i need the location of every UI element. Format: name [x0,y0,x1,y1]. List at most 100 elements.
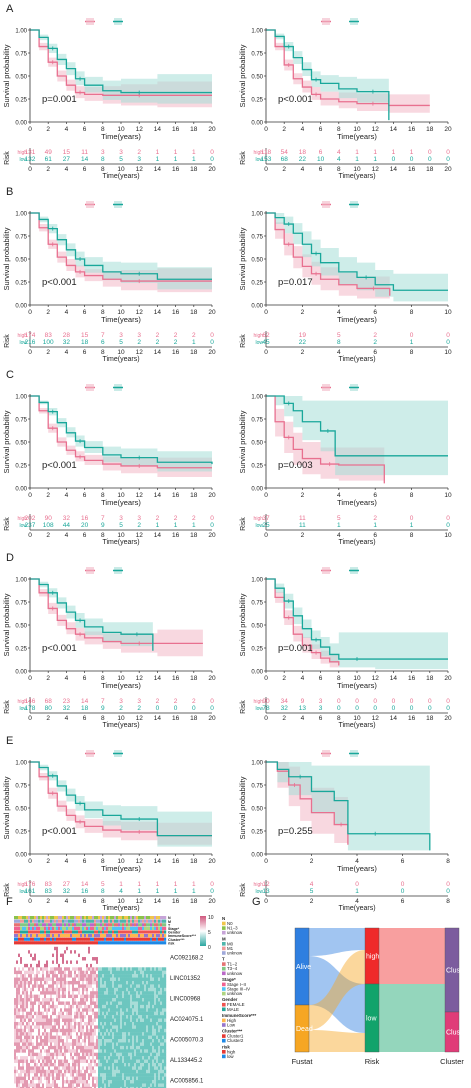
heatmap-cell [78,963,81,968]
annotation-cell [102,930,105,934]
heatmap-cell [66,946,69,951]
heatmap-cell [68,1035,71,1040]
heatmap-cell [78,1086,81,1088]
heatmap-cell [38,967,41,971]
heatmap-cell [136,1059,139,1064]
heatmap-cell [86,1045,89,1050]
heatmap-cell [70,1042,73,1047]
heatmap-cell [122,1059,125,1064]
annotation-cell [128,934,131,938]
heatmap-cell [126,1008,129,1012]
annotation-cell [60,941,63,945]
risk-time-label: 6 [373,532,377,539]
heatmap-cell [50,1039,53,1043]
heatmap-cell [110,1028,113,1033]
heatmap-cell [46,1032,49,1036]
heatmap-cell [42,991,45,995]
heatmap-cell [60,970,63,975]
heatmap-cell [144,1011,147,1016]
risk-count-low: 20 [81,522,89,529]
heatmap-cell [122,1045,125,1050]
heatmap-cell [82,1086,85,1088]
heatmap-cell [16,1073,19,1077]
heatmap-cell [74,963,77,968]
heatmap-cell [74,1049,77,1053]
heatmap-row-label: AC005070.3 [170,1038,204,1044]
heatmap-cell [144,1028,147,1033]
heatmap-cell [132,991,135,995]
heatmap-cell [164,1008,167,1012]
legend-swatch [222,982,226,987]
heatmap-cell [144,1018,147,1023]
heatmap-cell [80,987,83,992]
risk-count-low: 1 [192,522,196,529]
heatmap-cell [94,980,97,985]
heatmap-cell [80,980,83,985]
heatmap-cell [62,994,65,999]
heatmap-cell [98,1039,101,1043]
heatmap-cell [58,1045,61,1050]
heatmap-cell [94,1032,97,1036]
annotation-cell [58,926,61,930]
heatmap-cell [164,950,167,954]
heatmap-cell [84,1062,87,1067]
heatmap-cell [102,994,105,999]
heatmap-cell [52,987,55,992]
heatmap-cell [86,1039,89,1043]
heatmap-cell [64,1018,67,1023]
annotation-cell [54,919,57,923]
heatmap-cell [64,1042,67,1047]
heatmap-cell [30,974,33,978]
heatmap-cell [22,960,25,965]
y-tick-label: 0.50 [15,807,27,813]
legend-swatch [222,962,226,966]
annotation-cell [40,916,43,920]
legend-item-label: High [227,1018,237,1023]
risk-count-high: 0 [355,698,359,705]
heatmap-cell [30,1039,33,1043]
heatmap-cell [46,1052,49,1057]
risk-time-label: 18 [190,166,198,173]
y-axis-label: Survival probability [2,44,11,107]
heatmap-cell [88,1039,91,1043]
heatmap-cell [78,1008,81,1012]
heatmap-cell [74,987,77,992]
heatmap-cell [44,946,47,951]
annotation-cell [164,926,167,930]
heatmap-cell [14,1066,17,1070]
heatmap-cell [128,1021,131,1026]
heatmap-cell [50,1069,53,1074]
heatmap-cell [14,967,17,971]
heatmap-cell [98,1045,101,1050]
heatmap-cell [106,1018,109,1023]
heatmap-cell [74,1004,77,1009]
heatmap-cell [136,1073,139,1077]
annotation-cell [92,937,95,941]
heatmap-cell [118,1025,121,1029]
annotation-cell [46,916,49,920]
heatmap-cell [146,991,149,995]
annotation-cell [122,919,125,923]
legend-group-title: Stage* [222,977,236,982]
heatmap-cell [40,953,43,958]
risk-count-low: 0 [410,156,414,163]
annotation-cell [34,937,37,941]
heatmap-cell [38,974,41,978]
heatmap-cell [126,1011,129,1016]
heatmap-cell [160,1021,163,1026]
annotation-cell [20,923,23,927]
heatmap-cell [108,960,111,965]
annotation-cell [102,937,105,941]
heatmap-cell [146,987,149,992]
heatmap-cell [160,1028,163,1033]
heatmap-cell [54,946,57,951]
annotation-cell [78,937,81,941]
heatmap-cell [152,1011,155,1016]
heatmap-cell [14,1042,17,1047]
heatmap-cell [18,1025,21,1029]
heatmap-cell [158,1066,161,1070]
heatmap-cell [76,1035,79,1040]
heatmap-cell [164,957,167,961]
heatmap-cell [134,970,137,975]
heatmap-cell [134,1062,137,1067]
